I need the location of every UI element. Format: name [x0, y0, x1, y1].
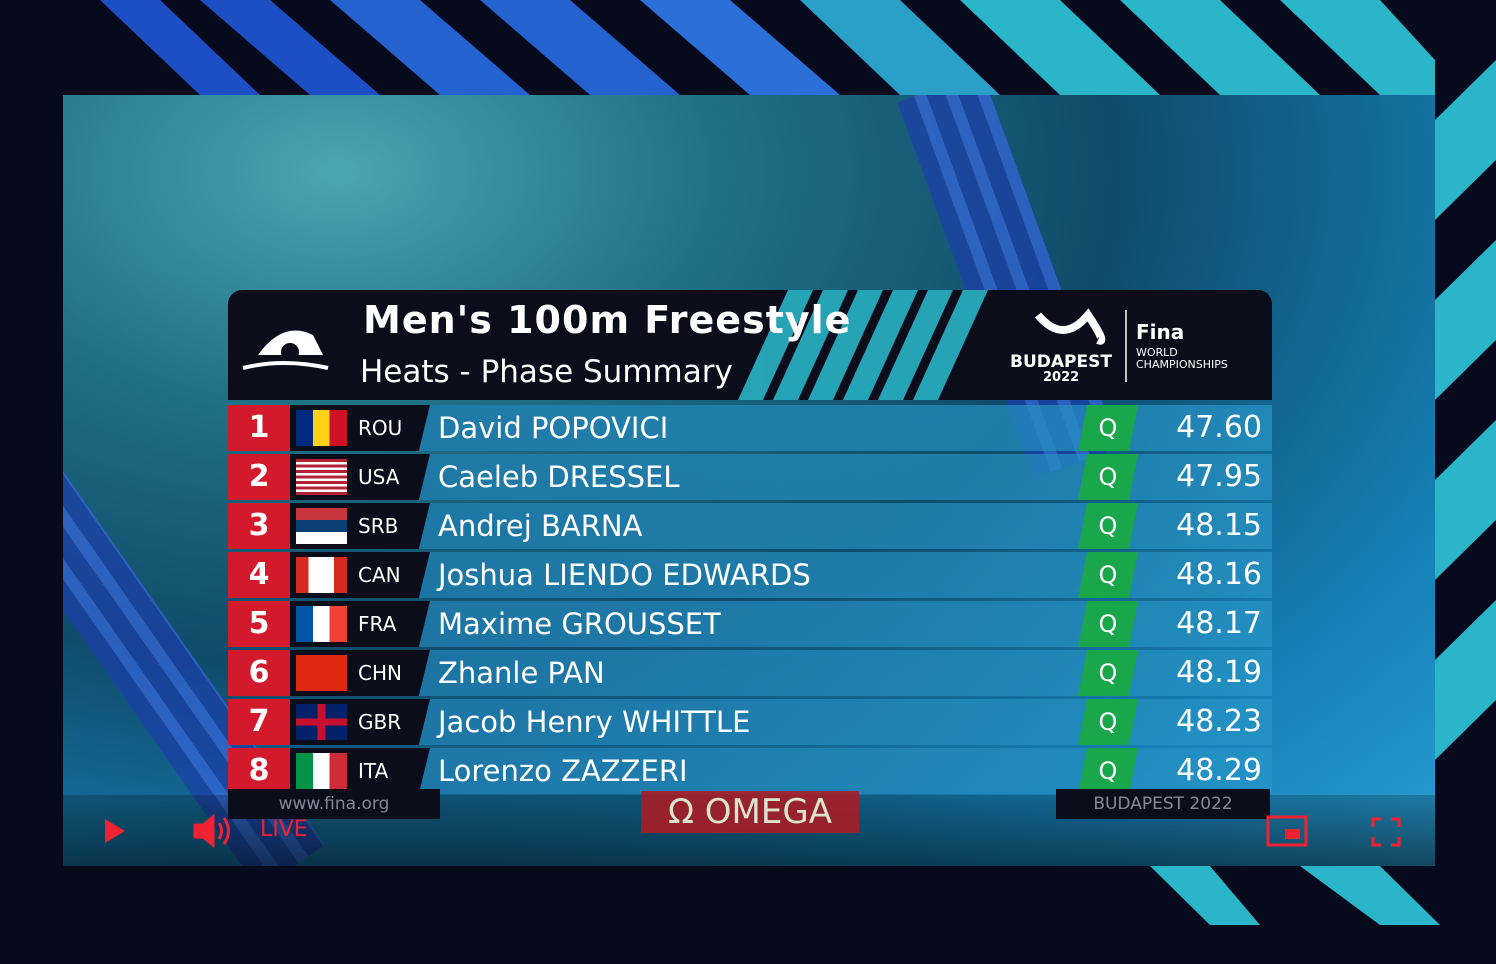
country-code: ITA [358, 759, 389, 783]
flag [296, 704, 347, 740]
qualified-badge: Q [1078, 552, 1138, 598]
fullscreen-button[interactable] [1371, 817, 1401, 847]
rank: 6 [228, 650, 290, 696]
rank: 5 [228, 601, 290, 647]
result-row: 8 ITA Lorenzo ZAZZERI Q 48.29 [228, 748, 1272, 794]
qualified-badge: Q [1078, 748, 1138, 794]
results-panel: Men's 100m Freestyle Heats - Phase Summa… [228, 290, 1272, 794]
country-code: USA [358, 465, 400, 489]
logo-line1: WORLD [1136, 346, 1178, 359]
flag [296, 410, 347, 446]
time: 48.23 [1176, 704, 1262, 739]
result-row: 7 GBR Jacob Henry WHITTLE Q 48.23 [228, 699, 1272, 745]
time: 48.16 [1176, 557, 1262, 592]
athlete-name: Zhanle PAN [438, 656, 605, 690]
result-row: 3 SRB Andrej BARNA Q 48.15 [228, 503, 1272, 549]
header-graphics [242, 290, 1127, 400]
play-button[interactable] [105, 819, 125, 843]
qualified-badge: Q [1078, 405, 1138, 451]
video-player[interactable]: Men's 100m Freestyle Heats - Phase Summa… [63, 95, 1435, 866]
rank: 8 [228, 748, 290, 794]
qualified-badge: Q [1078, 503, 1138, 549]
time: 48.17 [1176, 606, 1262, 641]
live-label[interactable]: LIVE [260, 817, 308, 842]
logo-line2: CHAMPIONSHIPS [1136, 358, 1228, 371]
player-controls: www.fina.org Ω OMEGA BUDAPEST 2022 LIVE [63, 789, 1435, 866]
pip-button[interactable] [1266, 815, 1308, 847]
athlete-name: Andrej BARNA [438, 509, 643, 543]
country-code: FRA [358, 612, 397, 636]
volume-button[interactable] [193, 813, 230, 849]
results-header: Men's 100m Freestyle Heats - Phase Summa… [228, 290, 1272, 400]
qualified-badge: Q [1078, 601, 1138, 647]
time: 48.19 [1176, 655, 1262, 690]
qualified-badge: Q [1078, 454, 1138, 500]
country-code: SRB [358, 514, 399, 538]
result-row: 5 FRA Maxime GROUSSET Q 48.17 [228, 601, 1272, 647]
footer-website: www.fina.org [228, 789, 440, 819]
qualified-badge: Q [1078, 699, 1138, 745]
result-row: 6 CHN Zhanle PAN Q 48.19 [228, 650, 1272, 696]
country-code: CAN [358, 563, 401, 587]
country-code: ROU [358, 416, 403, 440]
result-row: 2 USA Caeleb DRESSEL Q 47.95 [228, 454, 1272, 500]
qualified-badge: Q [1078, 650, 1138, 696]
time: 48.15 [1176, 508, 1262, 543]
logo-city: BUDAPEST [1010, 352, 1112, 372]
flag [296, 753, 347, 789]
result-row: 1 ROU David POPOVICI Q 47.60 [228, 405, 1272, 451]
flag [296, 655, 347, 691]
athlete-name: Jacob Henry WHITTLE [438, 705, 751, 739]
country-code: CHN [358, 661, 402, 685]
time: 48.29 [1176, 753, 1262, 788]
rank: 3 [228, 503, 290, 549]
flag [296, 508, 347, 544]
flag [296, 606, 347, 642]
athlete-name: David POPOVICI [438, 411, 669, 445]
flag [296, 459, 347, 495]
footer-event: BUDAPEST 2022 [1056, 789, 1270, 819]
result-row: 4 CAN Joshua LIENDO EDWARDS Q 48.16 [228, 552, 1272, 598]
athlete-name: Caeleb DRESSEL [438, 460, 680, 494]
rank: 7 [228, 699, 290, 745]
rank: 1 [228, 405, 290, 451]
event-title: Men's 100m Freestyle [363, 298, 852, 342]
logo-brand: Fina [1136, 320, 1185, 344]
flag [296, 557, 347, 593]
event-subtitle: Heats - Phase Summary [360, 354, 733, 390]
country-code: GBR [358, 710, 402, 734]
athlete-name: Joshua LIENDO EDWARDS [438, 558, 811, 592]
logo-year: 2022 [1043, 370, 1080, 385]
athlete-name: Maxime GROUSSET [438, 607, 721, 641]
athlete-name: Lorenzo ZAZZERI [438, 754, 688, 788]
control-icons [105, 813, 1401, 849]
footer-sponsor: Ω OMEGA [641, 791, 859, 833]
rank: 2 [228, 454, 290, 500]
time: 47.95 [1176, 459, 1262, 494]
rank: 4 [228, 552, 290, 598]
time: 47.60 [1176, 410, 1262, 445]
